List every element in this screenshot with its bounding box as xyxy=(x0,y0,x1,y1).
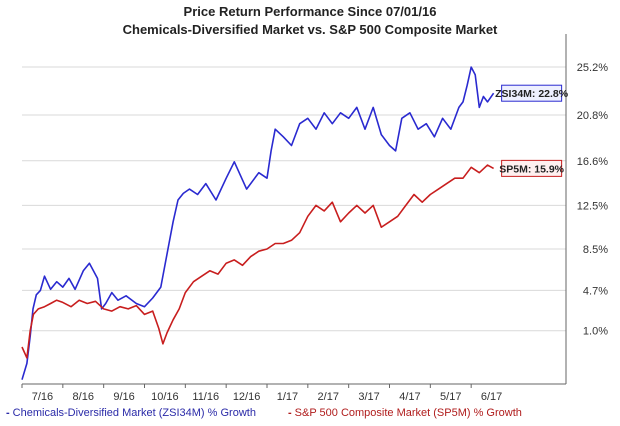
legend-label-sp5m: S&P 500 Composite Market (SP5M) % Growth xyxy=(294,407,522,419)
legend-item-sp5m: - S&P 500 Composite Market (SP5M) % Grow… xyxy=(288,407,522,419)
x-tick-label: 7/16 xyxy=(32,391,53,403)
x-tick-label: 9/16 xyxy=(113,391,134,403)
y-tick-label: 4.7% xyxy=(583,285,608,297)
chart-subtitle: Chemicals-Diversified Market vs. S&P 500… xyxy=(122,22,498,37)
series-end-labels: ZSI34M: 22.8% SP5M: 15.9% xyxy=(495,84,569,177)
x-tick-label: 5/17 xyxy=(440,391,461,403)
legend-item-zsi34m: - Chemicals-Diversified Market (ZSI34M) … xyxy=(6,407,256,419)
y-tick-label: 20.8% xyxy=(577,110,608,122)
x-tick-label: 2/17 xyxy=(318,391,339,403)
legend-marker-zsi34m: - xyxy=(6,407,10,419)
x-tick-label: 3/17 xyxy=(358,391,379,403)
end-label-box xyxy=(501,84,563,102)
end-label-box xyxy=(501,159,563,177)
axes: 1.0% 4.7% 8.5% 12.5% 16.6% 20.8% 25.2% 7/16 8/16… xyxy=(21,34,608,403)
line-sp5m xyxy=(21,164,494,359)
x-tick-label: 12/16 xyxy=(233,391,261,403)
y-tick-label: 12.5% xyxy=(577,200,608,212)
x-tick-label: 8/16 xyxy=(73,391,94,403)
chart-title: Price Return Performance Since 07/01/16 xyxy=(183,4,437,19)
series-lines xyxy=(21,66,495,380)
line-zsi34m xyxy=(21,66,495,380)
x-tick-label: 1/17 xyxy=(277,391,298,403)
y-tick-label: 1.0% xyxy=(583,326,608,338)
legend-label-zsi34m: Chemicals-Diversified Market (ZSI34M) % … xyxy=(12,407,256,419)
end-label-text: ZSI34M: 22.8% xyxy=(495,88,569,100)
x-tick-label: 6/17 xyxy=(481,391,502,403)
end-label-text: SP5M: 15.9% xyxy=(499,163,564,175)
y-tick-label: 16.6% xyxy=(577,156,608,168)
x-tick-label: 10/16 xyxy=(151,391,179,403)
y-tick-label: 25.2% xyxy=(577,62,608,74)
y-tick-label: 8.5% xyxy=(583,244,608,256)
grid-lines xyxy=(22,66,566,332)
end-label-sp5m: SP5M: 15.9% xyxy=(499,159,565,177)
legend-marker-sp5m: - xyxy=(288,407,292,419)
x-tick-label: 11/16 xyxy=(192,391,219,403)
x-tick-label: 4/17 xyxy=(399,391,420,403)
end-label-zsi34m: ZSI34M: 22.8% xyxy=(495,84,569,102)
